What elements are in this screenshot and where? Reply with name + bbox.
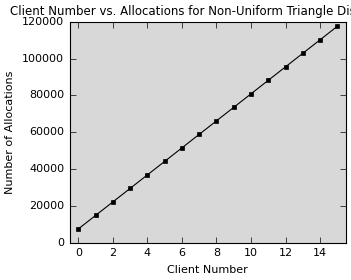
Title: Client Number vs. Allocations for Non-Uniform Triangle Distribution: Client Number vs. Allocations for Non-Un… xyxy=(9,5,351,18)
Y-axis label: Number of Allocations: Number of Allocations xyxy=(5,71,15,194)
X-axis label: Client Number: Client Number xyxy=(167,265,248,275)
